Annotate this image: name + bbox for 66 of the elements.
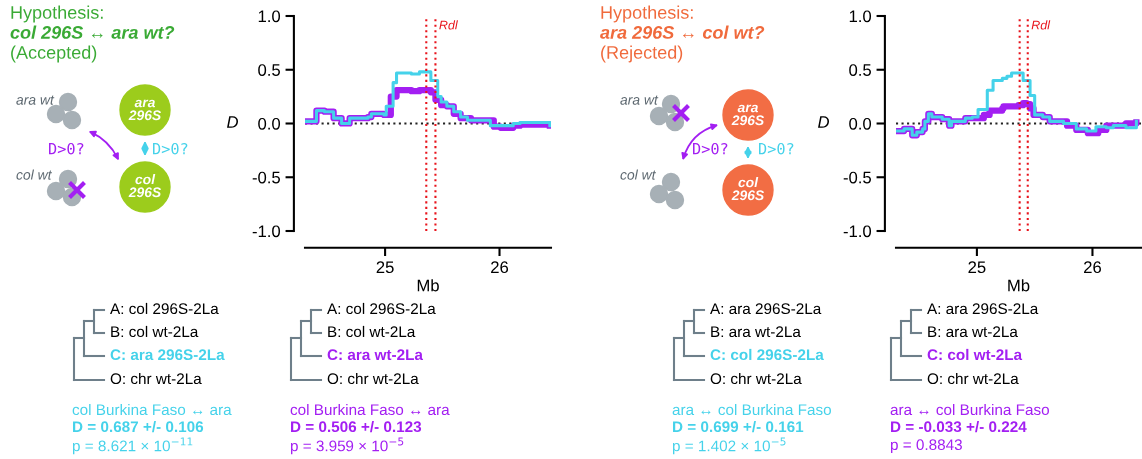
y-tick-label: 0.5: [849, 64, 871, 76]
y-tick-label: 0.5: [258, 64, 280, 76]
x-axis-title: Mb: [1008, 279, 1030, 292]
text: D>0?: [693, 142, 728, 155]
text: ara wt: [620, 95, 659, 105]
text: ara wt: [16, 95, 55, 105]
text: O: chr wt-2La: [927, 372, 1019, 385]
y-tick-label: -0.5: [252, 171, 280, 184]
y-tick-label: 0.0: [258, 117, 281, 130]
text: D = -0.033 +/- 0.224: [891, 420, 1027, 433]
text: p = 8.621 × 10$^{−11}$: [72, 437, 193, 455]
x-tick-label: 26: [491, 261, 509, 274]
y-axis-title: D: [227, 116, 239, 128]
text: p = 3.959 × 10$^{−5}$: [290, 437, 404, 455]
ref-line-label: Rdl: [439, 20, 458, 30]
text: col 296S: [128, 174, 162, 198]
text: A: ara 296S-2La: [710, 303, 822, 315]
text: col wt: [620, 169, 656, 180]
y-tick-label: 1.0: [849, 10, 872, 23]
text: ara ↔ col Burkina Faso: [672, 403, 831, 416]
x-tick-label: 26: [1084, 261, 1101, 274]
text: col 296S ↔ ara wt?: [10, 25, 175, 39]
text: Hypothesis:: [11, 5, 103, 23]
text: B: ara wt-2La: [711, 326, 801, 338]
text: col wt: [16, 169, 52, 180]
text: Hypothesis:: [601, 5, 693, 23]
text: A: ara 296S-2La: [927, 303, 1039, 315]
text: C: ara wt-2La: [327, 349, 424, 361]
y-tick-label: -0.5: [843, 171, 871, 184]
ref-line-label: Rdl: [1031, 20, 1051, 30]
text: O: chr wt-2La: [110, 372, 202, 385]
text: C: ara 296S-2La: [110, 349, 225, 361]
text: ara 296S: [128, 99, 162, 121]
y-tick-label: 1.0: [258, 10, 281, 23]
text: p = 0.8843: [890, 439, 962, 454]
text: D = 0.699 +/- 0.161: [673, 420, 804, 433]
text: O: chr wt-2La: [327, 372, 419, 385]
x-tick-label: 25: [376, 261, 394, 274]
text: C: col wt-2La: [927, 348, 1023, 361]
text: B: col wt-2La: [111, 325, 199, 338]
text: D>0?: [759, 142, 794, 155]
text: C: col 296S-2La: [710, 348, 824, 361]
y-axis-title: D: [818, 116, 830, 128]
text: col Burkina Faso ↔ ara: [72, 403, 232, 416]
text: ara 296S: [731, 104, 765, 126]
text: col Burkina Faso ↔ ara: [290, 403, 450, 416]
text: ara ↔ col Burkina Faso: [890, 403, 1049, 416]
y-tick-label: -1.0: [252, 225, 281, 238]
y-tick-label: -1.0: [843, 225, 872, 238]
text: B: ara wt-2La: [928, 326, 1018, 338]
y-tick-label: 0.0: [849, 117, 872, 130]
text: A: col 296S-2La: [327, 302, 436, 315]
text: D>0?: [49, 142, 84, 155]
text: O: chr wt-2La: [710, 372, 802, 385]
text: A: col 296S-2La: [110, 302, 219, 315]
text: D>0?: [153, 142, 188, 155]
text: D = 0.506 +/- 0.123: [291, 420, 422, 433]
x-tick-label: 25: [968, 261, 986, 274]
text: (Accepted): [11, 45, 97, 63]
text: ara 296S ↔ col wt?: [600, 25, 765, 39]
text: (Rejected): [601, 45, 683, 63]
text: p = 1.402 × 10$^{−5}$: [672, 437, 786, 455]
text: D = 0.687 +/- 0.106: [73, 420, 204, 433]
text: col 296S: [731, 177, 765, 201]
x-axis-title: Mb: [417, 279, 439, 292]
text: B: col wt-2La: [328, 325, 416, 338]
